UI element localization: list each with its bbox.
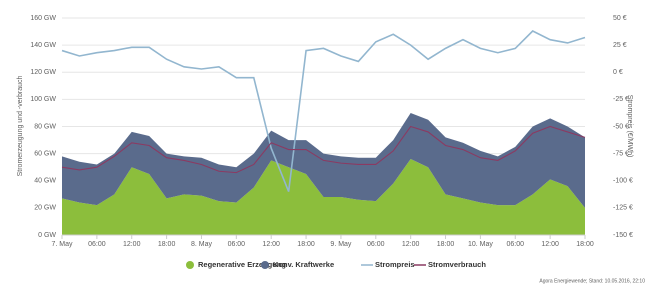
line xyxy=(61,125,586,174)
source-note: Agora Energiewende; Stand: 10.05.2016, 2… xyxy=(539,278,645,284)
x-tick-label: 18:00 xyxy=(297,241,315,248)
y2-tick-label: -125 € xyxy=(613,205,633,212)
y2-tick-label: 50 € xyxy=(613,15,627,22)
x-tick-label: 06:00 xyxy=(367,241,385,248)
y2-tick-label: -75 € xyxy=(613,150,629,157)
x-tick-label: 06:00 xyxy=(88,241,106,248)
y2-tick-label: -150 € xyxy=(613,232,633,239)
y2-axis-title: Strompreis (€/MWh) xyxy=(626,95,633,158)
x-tick-label: 12:00 xyxy=(541,241,559,248)
y2-tick-label: 25 € xyxy=(613,42,627,49)
line xyxy=(61,30,586,192)
x-tick-label: 8. May xyxy=(191,241,213,248)
x-tick-label: 12:00 xyxy=(402,241,420,248)
x-tick-label: 7. May xyxy=(51,241,73,248)
y-tick-label: 0 GW xyxy=(38,232,56,239)
x-tick-label: 18:00 xyxy=(158,241,176,248)
y-tick-label: 20 GW xyxy=(34,205,56,212)
y-tick-label: 40 GW xyxy=(34,178,56,185)
y-tick-label: 120 GW xyxy=(30,69,56,76)
x-tick-label: 9. May xyxy=(330,241,352,248)
y-tick-label: 140 GW xyxy=(30,42,56,49)
x-tick-label: 06:00 xyxy=(228,241,246,248)
legend-label: Strompreis xyxy=(375,260,415,269)
x-tick-label: 18:00 xyxy=(437,241,455,248)
legend-label: Konv. Kraftwerke xyxy=(273,260,334,269)
x-tick-label: 18:00 xyxy=(576,241,594,248)
legend-label: Regenerative Erzeugung xyxy=(198,260,286,269)
y-tick-label: 80 GW xyxy=(34,123,56,130)
y2-tick-label: -100 € xyxy=(613,178,633,185)
x-tick-label: 12:00 xyxy=(123,241,141,248)
y-axis-title: Stromerzeugung und -verbrauch xyxy=(17,76,24,177)
legend-swatch xyxy=(186,261,194,269)
y2-tick-label: -50 € xyxy=(613,123,629,130)
y2-tick-label: -25 € xyxy=(613,96,629,103)
y-tick-label: 160 GW xyxy=(30,15,56,22)
y-tick-label: 60 GW xyxy=(34,150,56,157)
legend-label: Stromverbrauch xyxy=(428,260,486,269)
x-tick-label: 10. May xyxy=(468,241,493,248)
x-tick-label: 06:00 xyxy=(507,241,525,248)
x-tick-label: 12:00 xyxy=(262,241,280,248)
legend-swatch xyxy=(261,261,269,269)
y2-tick-label: 0 € xyxy=(613,69,623,76)
y-tick-label: 100 GW xyxy=(30,96,56,103)
